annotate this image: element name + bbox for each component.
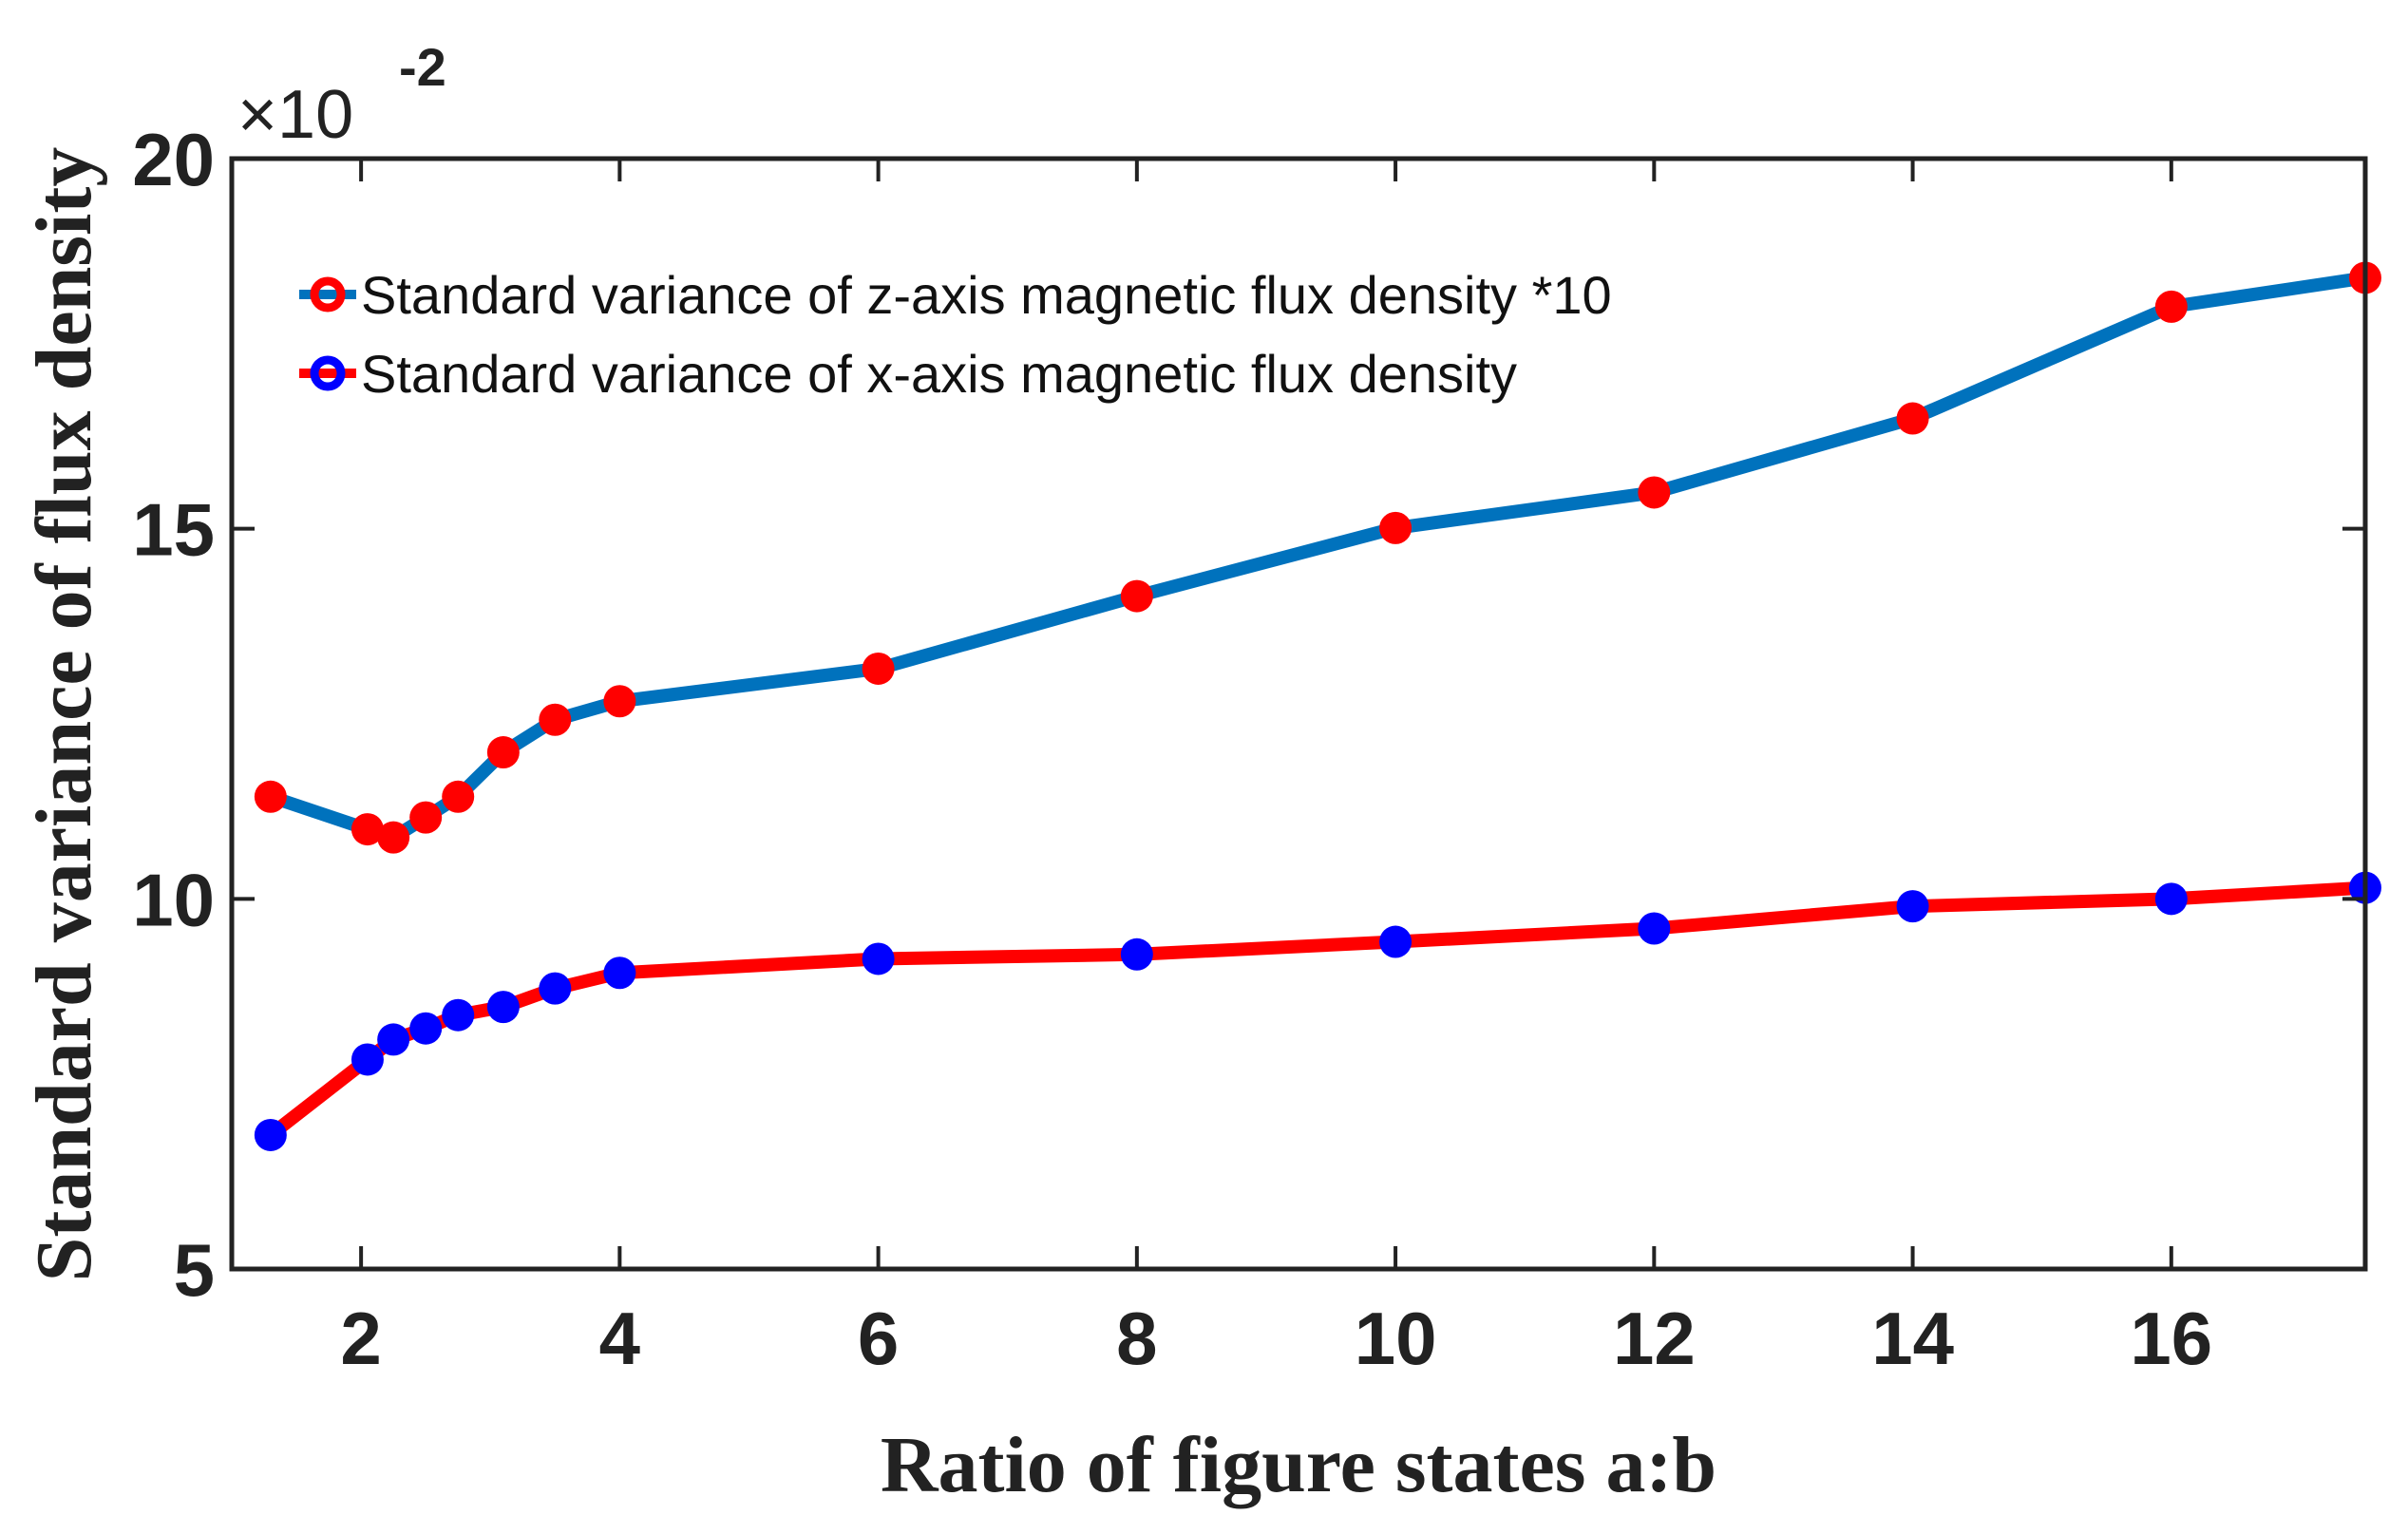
data-point-0 <box>539 703 572 736</box>
series-line-1 <box>266 881 2366 1141</box>
legend: Standard variance of z-axis magnetic flu… <box>299 265 1612 404</box>
data-point-0 <box>1896 402 1929 435</box>
data-point-1 <box>1120 937 1153 971</box>
data-point-0 <box>1120 579 1153 613</box>
data-point-0 <box>2154 290 2188 323</box>
data-point-1 <box>351 1043 384 1076</box>
legend-label-z: Standard variance of z-axis magnetic flu… <box>361 265 1612 325</box>
data-point-0 <box>442 780 475 813</box>
y-tick-label: 20 <box>132 118 215 201</box>
legend-marker-z <box>310 276 346 312</box>
data-point-1 <box>1638 912 1671 945</box>
data-point-0 <box>1638 476 1671 509</box>
x-tick-label: 4 <box>599 1297 640 1380</box>
data-point-0 <box>409 801 443 834</box>
series-layer <box>254 261 2381 1151</box>
y-multiplier-exponent: -2 <box>399 37 446 97</box>
x-tick-label: 10 <box>1355 1297 1437 1380</box>
x-tick-label: 6 <box>858 1297 899 1380</box>
data-point-1 <box>1896 890 1929 923</box>
data-point-1 <box>2154 882 2188 916</box>
y-tick-label: 10 <box>132 858 215 941</box>
data-point-0 <box>486 736 520 769</box>
data-point-0 <box>1379 511 1413 544</box>
legend-marker-x <box>310 355 346 391</box>
y-multiplier-base: ×10 <box>237 77 353 153</box>
data-point-1 <box>1379 925 1413 958</box>
data-point-0 <box>377 821 410 854</box>
data-point-1 <box>254 1118 287 1151</box>
data-point-0 <box>603 685 636 718</box>
data-point-0 <box>351 813 384 846</box>
x-tick-label: 12 <box>1613 1297 1696 1380</box>
data-point-0 <box>254 780 287 813</box>
data-point-1 <box>486 991 520 1024</box>
ticks-layer: 2 4 6 8 10 12 14 16 5 10 15 20 <box>132 118 2365 1380</box>
x-tick-label: 2 <box>340 1297 381 1380</box>
data-point-0 <box>862 652 895 685</box>
y-tick-label: 15 <box>132 488 215 572</box>
y-tick-label: 5 <box>174 1228 215 1312</box>
plot-frame <box>229 156 2368 1272</box>
data-point-1 <box>377 1023 410 1056</box>
x-tick-label: 14 <box>1871 1297 1954 1380</box>
data-point-1 <box>539 972 572 1005</box>
data-point-1 <box>862 942 895 975</box>
legend-label-x: Standard variance of x-axis magnetic flu… <box>361 344 1517 404</box>
data-point-1 <box>603 956 636 990</box>
data-point-1 <box>409 1012 443 1045</box>
x-axis-label: Ratio of figure states a:b <box>881 1421 1716 1509</box>
y-axis-label: Standard variance of flux density <box>20 147 108 1282</box>
x-tick-label: 8 <box>1116 1297 1157 1380</box>
data-point-1 <box>442 998 475 1032</box>
x-tick-label: 16 <box>2130 1297 2212 1380</box>
